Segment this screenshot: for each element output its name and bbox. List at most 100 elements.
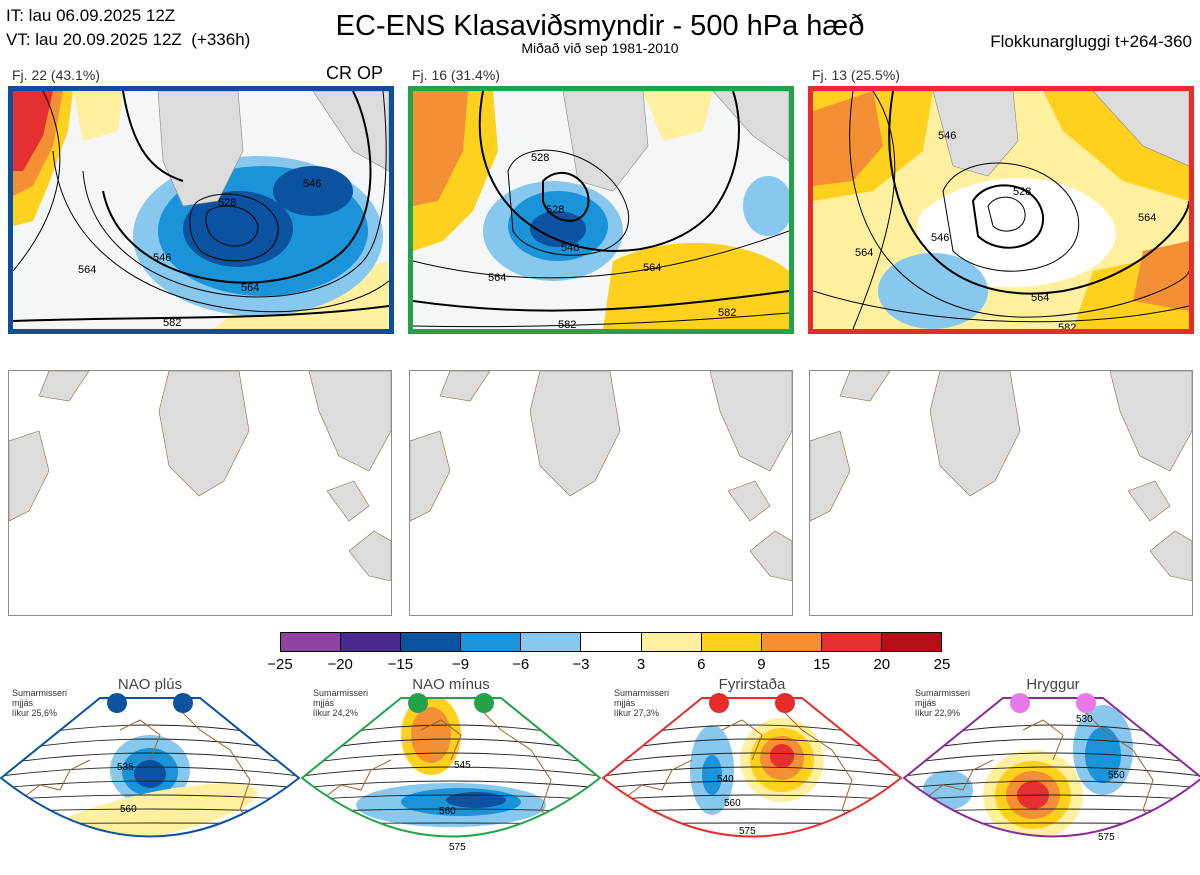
regime-name: Fyrirstaða — [718, 676, 786, 693]
regime-prob: líkur 27,3% — [614, 708, 660, 718]
contour-label: 546 — [303, 178, 321, 190]
regime-contour-label: 560 — [439, 806, 456, 817]
regime-prob: líkur 24,2% — [313, 708, 359, 718]
regime-name: NAO mínus — [412, 676, 490, 693]
regime-map-2: 545 560 575 — [300, 690, 602, 870]
regime-contour-label: 575 — [739, 826, 756, 837]
colorbar-segment — [281, 633, 342, 651]
regime-contour-label: 560 — [724, 798, 741, 809]
base-map-1 — [8, 370, 392, 616]
regime-prob: líkur 22,9% — [915, 708, 961, 718]
contour-label: 528 — [546, 204, 564, 216]
contour-label: 564 — [488, 272, 506, 284]
regime-marker-dot — [474, 693, 494, 713]
colorbar-segment — [341, 633, 402, 651]
cluster-1-tag: CR OP — [326, 63, 384, 83]
regime-contour-label: 530 — [1076, 714, 1093, 725]
regime-contour-label: 545 — [454, 760, 471, 771]
regime-season: Sumarmisseri — [915, 688, 971, 698]
regime-info: Sumarmisseri mjjás líkur 25,6% — [12, 688, 67, 718]
colorbar-segment — [821, 633, 882, 651]
contour-label: 564 — [643, 262, 661, 274]
regime-info: Sumarmisseri mjjás líkur 24,2% — [313, 688, 368, 718]
regime-map-4: 530 550 575 — [902, 690, 1200, 870]
regime-contour-label: 540 — [717, 774, 734, 785]
regime-marker-dot — [1076, 693, 1096, 713]
regime-marker-dot — [173, 693, 193, 713]
colorbar-tick: −25 — [267, 656, 293, 673]
regime-marker-dot — [1010, 693, 1030, 713]
regime-contour-label: 560 — [120, 804, 137, 815]
regime-name: NAO plús — [117, 676, 183, 693]
regime-prob: líkur 25,6% — [12, 708, 58, 718]
regime-info: Sumarmisseri mjjás líkur 27,3% — [614, 688, 669, 718]
initial-time: IT: lau 06.09.2025 12Z — [6, 6, 176, 25]
regime-map-1: 535 560 — [0, 690, 301, 870]
valid-time: VT: lau 20.09.2025 12Z (+336h) — [6, 30, 251, 49]
regime-marker-dot — [107, 693, 127, 713]
regime-marker-dot — [408, 693, 428, 713]
regime-contour-label: 535 — [117, 762, 134, 773]
colorbar-tick: 9 — [757, 656, 766, 673]
contour-label: 546 — [561, 242, 579, 254]
colorbar-segment — [401, 633, 462, 651]
colorbar-segment — [701, 633, 762, 651]
contour-label: 582 — [718, 307, 736, 319]
contour-label: 564 — [1138, 212, 1156, 224]
contour-label: 582 — [558, 319, 576, 329]
contour-label: 564 — [241, 282, 259, 294]
contour-label: 546 — [938, 130, 956, 142]
regime-season: Sumarmisseri — [614, 688, 670, 698]
colorbar-tick: −9 — [451, 656, 470, 673]
anomaly-colorbar — [280, 632, 942, 652]
colorbar-tick: 6 — [697, 656, 706, 673]
colorbar-tick: −20 — [327, 656, 353, 673]
contour-label: 582 — [1058, 322, 1076, 329]
regime-marker-dot — [709, 693, 729, 713]
regime-contour-label: 550 — [1108, 770, 1125, 781]
regime-map-3: 540 560 575 — [601, 690, 903, 870]
colorbar-tick: −15 — [387, 656, 414, 673]
colorbar-segment — [881, 633, 942, 651]
contour-label: 582 — [163, 317, 181, 329]
colorbar-tick: −6 — [512, 656, 530, 673]
colorbar-segment — [521, 633, 582, 651]
contour-label: 564 — [78, 264, 96, 276]
contour-label: 528 — [218, 197, 236, 209]
regime-marker-dot — [775, 693, 795, 713]
regime-note: mjjás — [614, 698, 636, 708]
colorbar-tick: −3 — [572, 656, 590, 673]
colorbar-segment — [581, 633, 642, 651]
colorbar-tick: 20 — [873, 656, 891, 673]
contour-label: 546 — [931, 232, 949, 244]
clustering-window: Flokkunargluggi t+264-360 — [990, 32, 1192, 51]
colorbar-segment — [641, 633, 702, 651]
regime-season: Sumarmisseri — [12, 688, 68, 698]
cluster-3-label: Fj. 13 (25.5%) — [812, 67, 900, 83]
regime-info: Sumarmisseri mjjás líkur 22,9% — [915, 688, 970, 718]
cluster-1-map: 528 546 546 564 564 582 — [8, 86, 394, 334]
colorbar-tick: 25 — [933, 656, 951, 673]
colorbar-tick: 3 — [636, 656, 646, 673]
regime-contour-label: 575 — [449, 842, 466, 853]
regime-note: mjjás — [915, 698, 937, 708]
regime-note: mjjás — [313, 698, 335, 708]
contour-label: 546 — [153, 252, 171, 264]
contour-label: 528 — [531, 152, 549, 164]
cluster-2-map: 528 528 546 564 564 582 582 — [408, 86, 794, 334]
regime-name: Hryggur — [1026, 676, 1080, 693]
base-map-2 — [409, 370, 793, 616]
page-title: EC-ENS Klasaviðsmyndir - 500 hPa hæð — [335, 10, 865, 42]
colorbar-tick: 15 — [813, 656, 830, 673]
regime-season: Sumarmisseri — [313, 688, 369, 698]
contour-label: 528 — [1013, 186, 1031, 198]
climatology-subtitle: Miðað við sep 1981-2010 — [521, 40, 679, 56]
regime-contour-label: 575 — [1098, 832, 1115, 843]
cluster-2-label: Fj. 16 (31.4%) — [412, 67, 500, 83]
colorbar-segment — [761, 633, 822, 651]
cluster-1-label: Fj. 22 (43.1%) — [12, 67, 100, 83]
cluster-3-map: 528 546 564 564 564 582 546 — [808, 86, 1194, 334]
colorbar-segment — [461, 633, 522, 651]
contour-label: 564 — [855, 247, 873, 259]
regime-note: mjjás — [12, 698, 34, 708]
